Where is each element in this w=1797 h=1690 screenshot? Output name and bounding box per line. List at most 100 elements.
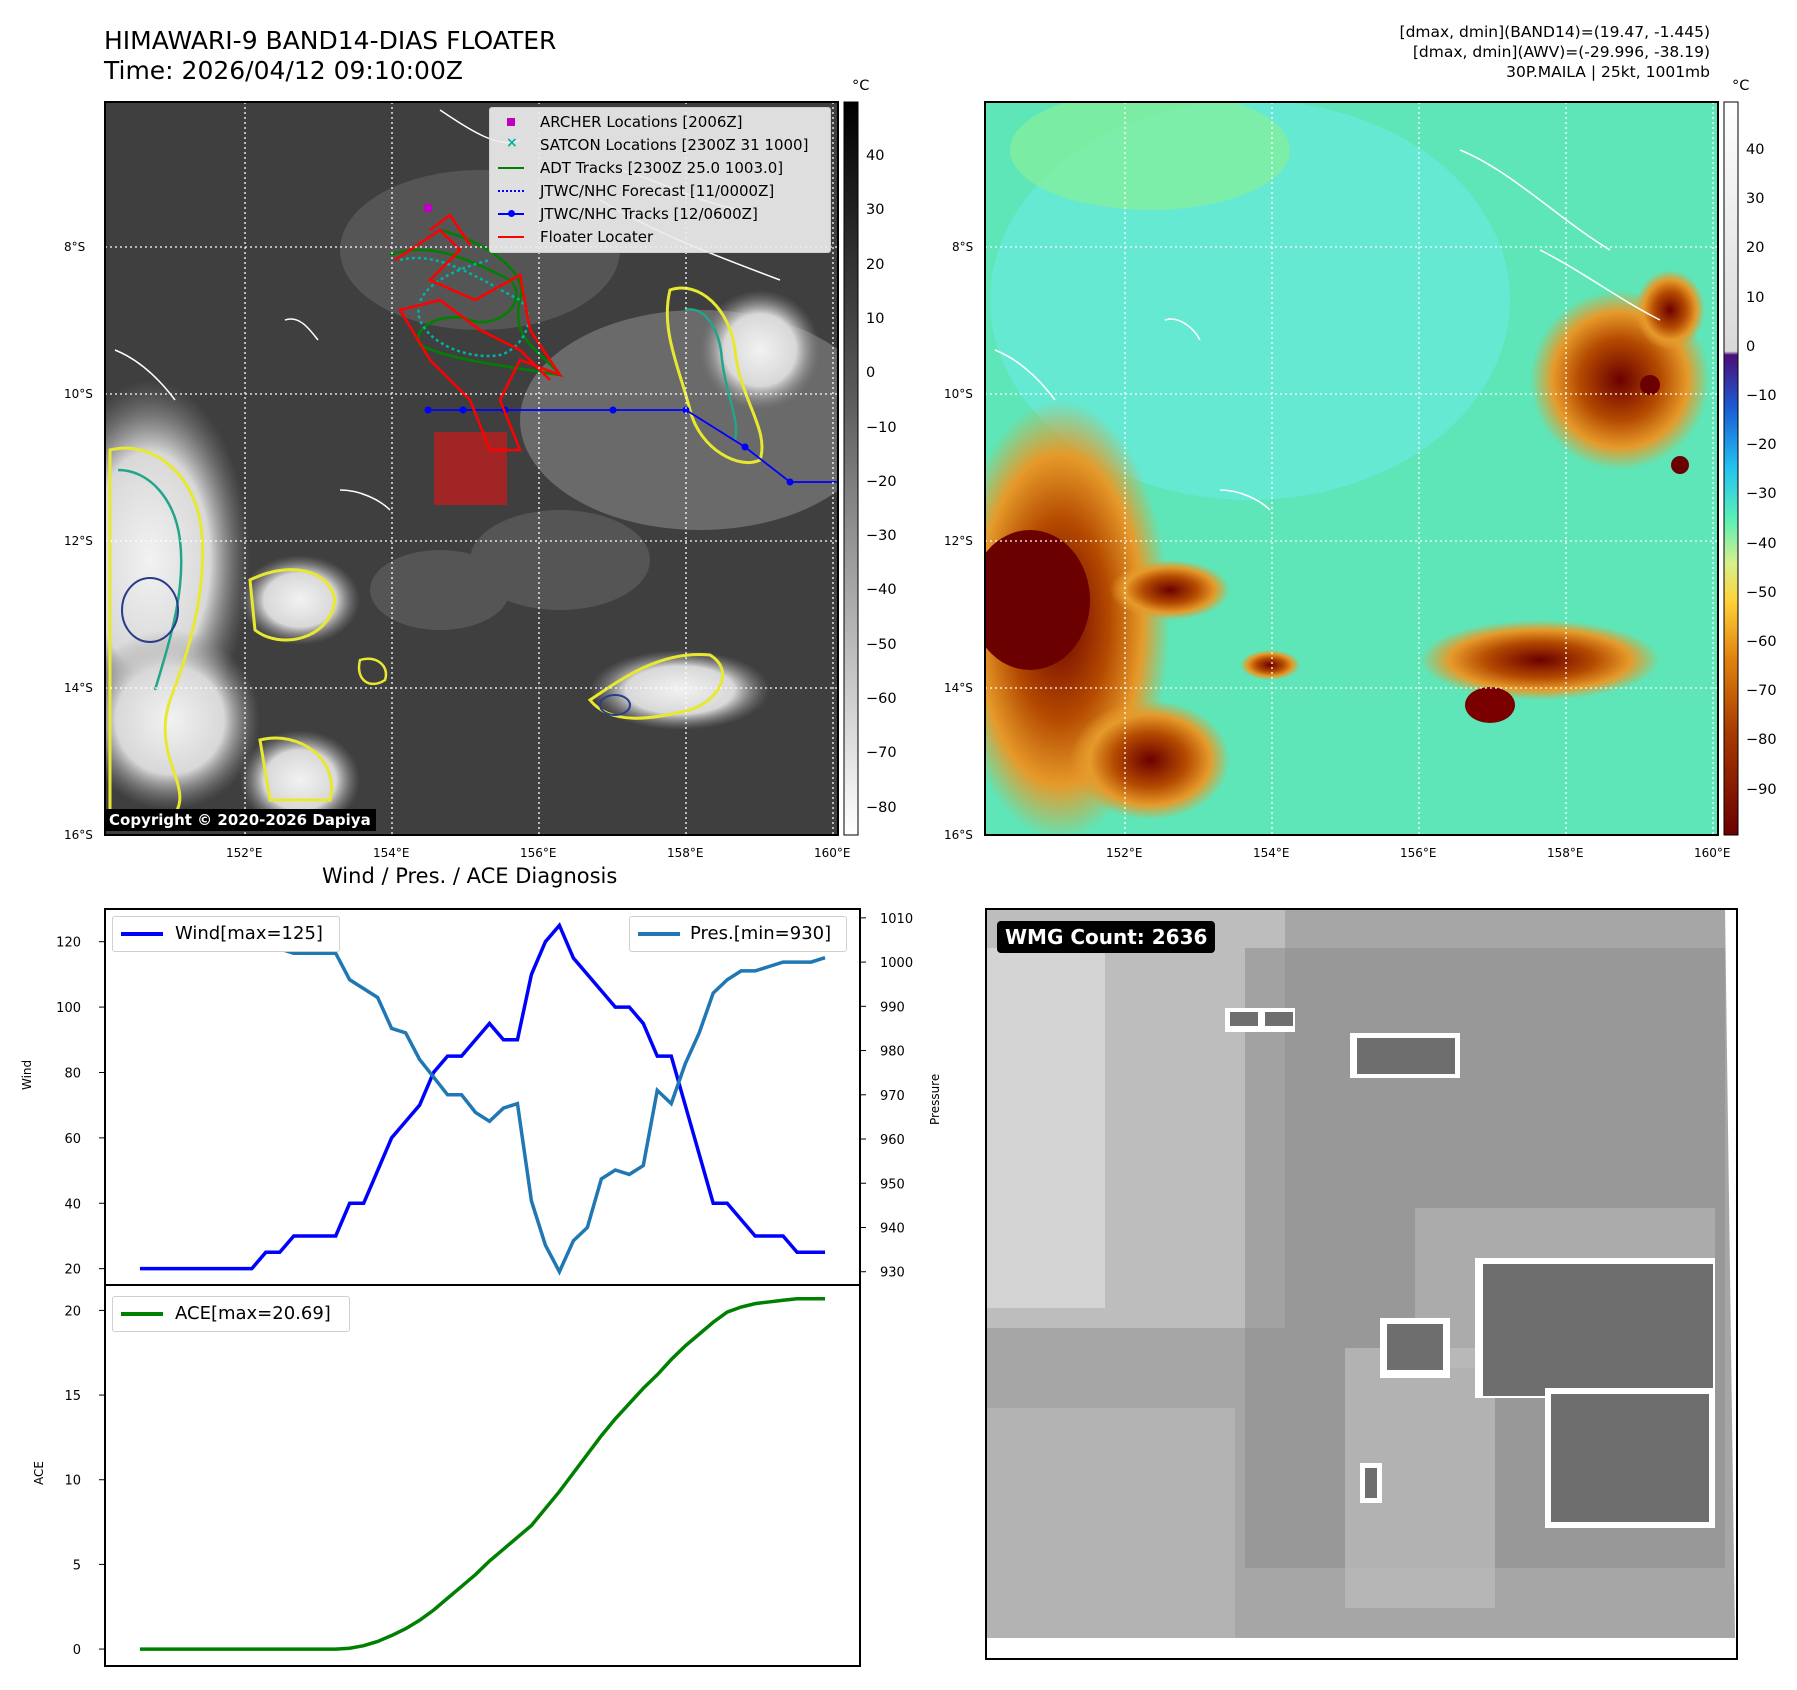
awv-lon-label: 158°E [1547,846,1584,860]
wmg-image [985,908,1735,1638]
awv-frame [984,101,1719,836]
awv-colorbar-tick: 20 [1746,240,1765,257]
ir-legend: ARCHER Locations [2006Z] × SATCON Location… [489,107,831,253]
pressure-tick-label: 1000 [880,956,913,971]
pressure-tick-label: 940 [880,1221,905,1236]
ace-series-line [139,1296,826,1651]
stats-line-1: [dmax, dmin](BAND14)=(19.47, -1.445) [1399,23,1710,41]
ace-tick-label: 0 [73,1643,81,1658]
ir-lat-label: 10°S [64,387,93,401]
ir-colorbar-tick: −40 [866,582,897,599]
ace-tick-label: 5 [73,1558,81,1573]
ir-colorbar [843,101,859,836]
figure-title: HIMAWARI-9 BAND14-DIAS FLOATER Time: 202… [104,26,556,86]
ir-colorbar-tick: 40 [866,148,885,164]
ir-lon-label: 156°E [520,846,557,860]
awv-field [985,102,1718,835]
wind-legend-swatch [121,932,163,936]
pres-legend: Pres.[min=930] [629,916,847,952]
ir-cloud-field [105,109,838,830]
pressure-ylabel: Pressure [928,1073,942,1125]
stats-line-3: 30P.MAILA | 25kt, 1001mb [1506,63,1710,81]
ir-colorbar-tick: −20 [866,473,897,490]
figure-stats: [dmax, dmin](BAND14)=(19.47, -1.445) [dm… [1400,22,1710,82]
wind-tick-label: 100 [56,1001,81,1016]
ir-legend-label: JTWC/NHC Tracks [12/0600Z] [540,205,758,223]
ir-panel [104,101,1739,836]
ir-gridlines [105,102,838,835]
ir-colorbar-unit: °C [852,78,870,94]
wind-tick-label: 60 [64,1132,81,1147]
ace-legend-label: ACE[max=20.69] [175,1303,331,1324]
awv-lon-label: 154°E [1253,846,1290,860]
wind-series-line [139,922,826,1271]
pressure-tick-label: 980 [880,1045,905,1060]
ir-colorbar-tick: 20 [866,256,885,273]
awv-colorbar-unit: °C [1732,78,1750,94]
pres-legend-label: Pres.[min=930] [690,923,832,944]
copyright-label: Copyright © 2020-2026 Dapiya [104,809,376,831]
ir-legend-swatch [507,118,515,126]
wind-tick-label: 40 [64,1197,81,1212]
awv-colorbar-tick: 30 [1746,191,1765,208]
wind-tick-label: 80 [64,1066,81,1081]
awv-colorbar-tick: −70 [1746,683,1777,700]
pressure-tick-label: 990 [880,1000,905,1015]
awv-colorbar-tick: −60 [1746,634,1777,650]
pressure-tick-label: 1010 [880,912,913,927]
awv-lat-label: 10°S [944,387,973,401]
ir-lon-label: 154°E [373,846,410,860]
ace-tick-label: 10 [64,1474,81,1489]
ir-colorbar-tick: −50 [866,636,897,653]
awv-colorbar-tick: −30 [1746,486,1777,503]
ir-legend-item: × SATCON Locations [2300Z 31 1000] [490,135,830,157]
awv-gridlines [985,102,1718,835]
ir-legend-label: ADT Tracks [2300Z 25.0 1003.0] [540,159,784,177]
diag-title: Wind / Pres. / ACE Diagnosis [322,864,618,888]
ir-legend-label: SATCON Locations [2300Z 31 1000] [540,136,809,154]
wmg-frame [985,908,1738,1660]
awv-colorbar-tick: 40 [1746,142,1765,158]
ace-tick-label: 15 [64,1389,81,1404]
floater-box [434,432,507,505]
ir-legend-swatch [498,210,524,217]
ir-lon-label: 160°E [814,846,851,860]
ace-ylabel: ACE [32,1461,46,1485]
awv-lon-label: 152°E [1106,846,1143,860]
awv-lon-label: 156°E [1400,846,1437,860]
ir-lat-label: 16°S [64,828,93,842]
ir-legend-label: JTWC/NHC Forecast [11/0000Z] [540,182,775,200]
awv-lat-label: 12°S [944,534,973,548]
ir-legend-swatch [498,167,524,169]
ir-lon-label: 152°E [226,846,263,860]
ir-colorbar-tick: −30 [866,528,897,545]
stats-line-2: [dmax, dmin](AWV)=(-29.996, -38.19) [1412,43,1710,61]
ace-axes-frame [104,1284,861,1667]
ir-colorbar-tick: −80 [866,799,897,816]
wind-ylabel: Wind [20,1059,34,1090]
wind-legend: Wind[max=125] [112,916,340,952]
pressure-tick-label: 970 [880,1089,905,1104]
ir-legend-item: ARCHER Locations [2006Z] [490,112,830,134]
awv-colorbar-tick: −50 [1746,584,1777,601]
ir-legend-item: JTWC/NHC Forecast [11/0000Z] [490,181,830,203]
ir-colorbar-tick: 30 [866,202,885,219]
wmg-count-badge: WMG Count: 2636 [997,921,1216,953]
ir-colorbar-tick: −70 [866,745,897,762]
awv-colorbar-tick: −10 [1746,388,1777,404]
ir-lat-label: 14°S [64,681,93,695]
awv-colorbar-tick: −80 [1746,732,1777,749]
awv-lat-label: 16°S [944,828,973,842]
wmg-panel [985,908,1738,1660]
awv-colorbar-tick: −20 [1746,437,1777,454]
wind-tick-label: 120 [56,936,81,951]
ir-colorbar-tick: 10 [866,310,885,327]
pressure-series-line [139,929,826,1276]
ace-legend: ACE[max=20.69] [112,1296,350,1332]
ir-colorbar-tick: −60 [866,691,897,707]
ir-lat-label: 8°S [64,240,86,254]
ir-colorbar-tick: 0 [866,365,876,382]
awv-colorbar-tick: 10 [1746,289,1765,306]
ir-legend-label: ARCHER Locations [2006Z] [540,113,743,131]
ace-tick-label: 20 [64,1304,81,1319]
